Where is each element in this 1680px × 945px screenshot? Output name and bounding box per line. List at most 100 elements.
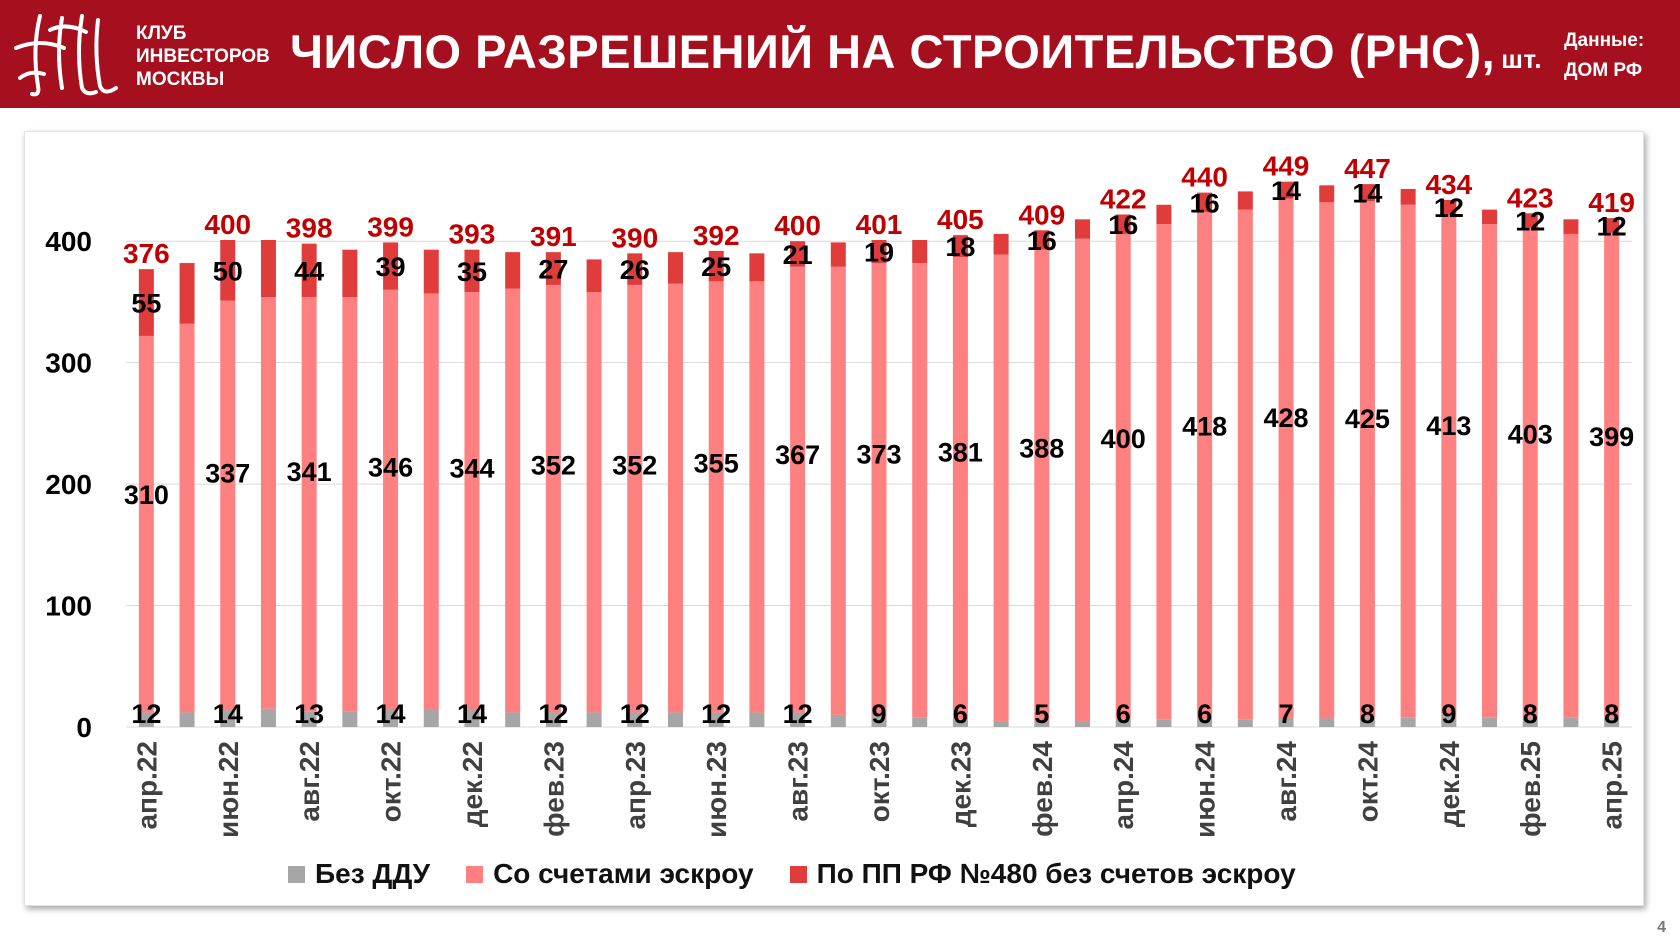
bar-segment xyxy=(1237,719,1253,727)
title-text: ЧИСЛО РАЗРЕШЕНИЙ НА СТРОИТЕЛЬСТВО (РНС), xyxy=(290,25,1496,78)
data-label: 6 xyxy=(953,699,968,729)
bar-segment xyxy=(464,249,480,293)
chart-legend: Без ДДУ Со счетами эскроу По ПП РФ №480 … xyxy=(288,857,1332,891)
legend-item-pp480: По ПП РФ №480 без счетов эскроу xyxy=(789,858,1296,890)
data-label: 21 xyxy=(783,240,813,270)
bar-segment xyxy=(749,253,765,282)
club-name-line: МОСКВЫ xyxy=(136,69,225,90)
bar-segment xyxy=(708,281,724,713)
data-label: 388 xyxy=(1019,434,1064,464)
bar-segment xyxy=(423,709,439,727)
data-label: 8 xyxy=(1604,699,1619,729)
total-label: 376 xyxy=(123,238,170,269)
bar-segment xyxy=(993,233,1009,255)
data-label: 310 xyxy=(124,480,169,510)
bar-segment xyxy=(1400,188,1416,205)
bar-segment xyxy=(1197,719,1213,727)
bar-segment xyxy=(138,335,154,713)
data-label: 25 xyxy=(701,252,731,282)
total-label: 405 xyxy=(937,204,984,235)
data-label: 337 xyxy=(205,459,250,489)
legend-label-escrow: Со счетами эскроу xyxy=(493,858,754,889)
total-label: 409 xyxy=(1018,199,1065,230)
bar-segment xyxy=(423,249,439,294)
data-label: 12 xyxy=(783,699,813,729)
bar-segment xyxy=(830,266,846,715)
legend-swatch-pp480 xyxy=(789,865,807,883)
x-tick-label: апр.25 xyxy=(1597,741,1628,830)
bar-segment xyxy=(138,712,154,727)
legend-swatch-no-ddu xyxy=(288,865,305,883)
total-label: 401 xyxy=(856,209,903,240)
bar-segment xyxy=(708,250,724,282)
bar-segment xyxy=(1115,214,1131,234)
bar-segment xyxy=(1034,249,1050,721)
bar-segment xyxy=(1278,181,1294,199)
bar-segment xyxy=(1319,185,1335,203)
total-label: 390 xyxy=(611,222,658,253)
bar-segment xyxy=(1563,219,1579,234)
x-tick-label: авг.24 xyxy=(1271,741,1302,822)
bar-segment xyxy=(1482,209,1498,225)
bar-segment xyxy=(220,709,236,727)
bar-segment xyxy=(952,256,968,720)
data-label: 367 xyxy=(775,440,820,470)
legend-swatch-escrow xyxy=(466,865,484,883)
header-banner: КЛУБ ИНВЕСТОРОВ МОСКВЫ ЧИСЛО РАЗРЕШЕНИЙ … xyxy=(0,0,1680,108)
bar-segment xyxy=(1115,233,1131,720)
data-label: 16 xyxy=(1108,210,1138,240)
x-tick-label: июн.24 xyxy=(1190,741,1221,838)
bar-segment xyxy=(1156,204,1172,225)
legend-label-pp480: По ПП РФ №480 без счетов эскроу xyxy=(816,858,1296,889)
x-tick-label: апр.22 xyxy=(131,741,162,830)
data-label: 27 xyxy=(538,255,568,285)
x-tick-label: авг.23 xyxy=(783,741,814,822)
bar-segment xyxy=(790,712,806,727)
bar-segment xyxy=(830,242,846,267)
data-label: 341 xyxy=(287,457,332,487)
bar-segment xyxy=(1156,224,1172,720)
total-label: 400 xyxy=(774,210,821,241)
bar-segment xyxy=(993,720,1009,727)
data-label: 12 xyxy=(1434,193,1464,223)
x-tick-label: окт.23 xyxy=(864,741,895,822)
bar-segment xyxy=(1359,717,1375,727)
bar-segment xyxy=(1075,219,1091,239)
data-label: 381 xyxy=(938,437,983,467)
bar-segment xyxy=(586,259,602,293)
bar-segment xyxy=(1441,716,1457,727)
bar-segment xyxy=(1400,717,1416,727)
bar-segment xyxy=(1604,717,1620,727)
data-label: 6 xyxy=(1197,699,1212,729)
club-name: КЛУБ ИНВЕСТОРОВ МОСКВЫ xyxy=(136,22,270,91)
x-tick-label: дек.23 xyxy=(945,741,976,827)
data-label: 14 xyxy=(213,699,243,729)
bar-segment xyxy=(545,284,561,713)
bar-segment xyxy=(1522,213,1538,228)
bar-segment xyxy=(464,709,480,727)
x-tick-label: апр.24 xyxy=(1108,741,1139,830)
x-tick-label: окт.22 xyxy=(376,741,407,822)
data-label: 403 xyxy=(1508,419,1553,449)
bar-segment xyxy=(952,235,968,257)
bar-segment xyxy=(667,283,683,713)
total-label: 399 xyxy=(367,211,414,242)
bar-segment xyxy=(749,281,765,713)
bar-segment xyxy=(301,711,317,727)
bar-segment xyxy=(301,243,317,298)
bar-segment xyxy=(1156,719,1172,727)
y-tick-label: 100 xyxy=(45,591,92,622)
bar-segment xyxy=(627,284,643,713)
bar-segment xyxy=(912,717,928,727)
data-label: 399 xyxy=(1589,422,1634,452)
bar-segment xyxy=(667,712,683,727)
source-line: ДОМ РФ xyxy=(1564,60,1643,81)
x-tick-label: апр.23 xyxy=(620,741,651,830)
data-label: 6 xyxy=(1116,699,1131,729)
total-label: 440 xyxy=(1181,162,1228,193)
data-label: 12 xyxy=(1515,207,1545,237)
bar-segment xyxy=(1115,719,1131,727)
legend-label-no-ddu: Без ДДУ xyxy=(315,858,431,889)
data-label: 14 xyxy=(457,699,487,729)
